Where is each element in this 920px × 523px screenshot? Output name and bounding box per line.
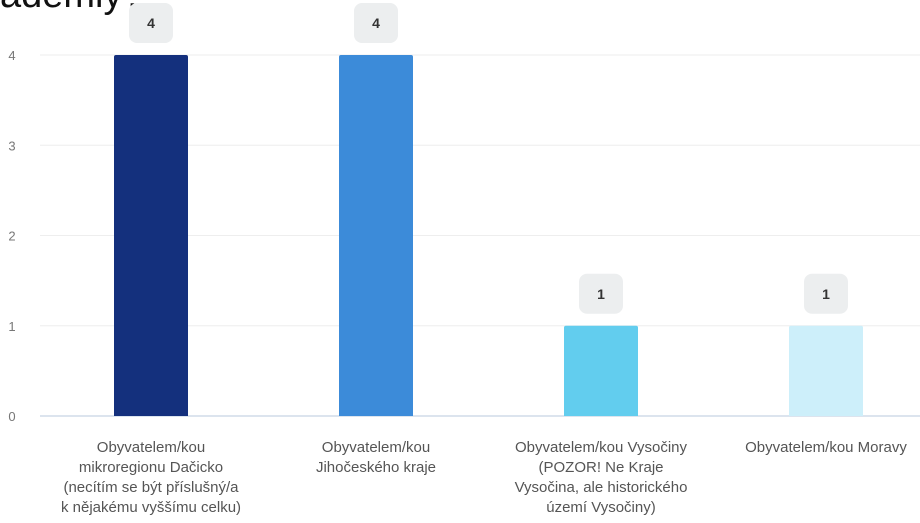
data-label: 1: [822, 286, 830, 302]
y-tick-label: 3: [8, 138, 15, 153]
y-tick-label: 1: [8, 319, 15, 334]
bar: [564, 326, 638, 416]
x-tick-label-line: k nějakému vyššímu celku): [51, 498, 251, 518]
bar: [339, 55, 413, 416]
data-label: 4: [372, 15, 380, 31]
x-tick-label-line: Vysočina, ale historického: [501, 478, 701, 498]
x-tick-label-line: Obyvatelem/kou: [276, 438, 476, 458]
data-label: 4: [147, 15, 155, 31]
x-tick-label-line: území Vysočiny): [501, 498, 701, 518]
x-tick-label: Obyvatelem/kou mikroregionu Dačicko (necít…: [51, 438, 251, 518]
y-tick-label: 4: [8, 48, 15, 63]
x-tick-label-line: (POZOR! Ne Kraje: [501, 458, 701, 478]
bar: [114, 55, 188, 416]
x-tick-label-line: Jihočeského kraje: [276, 458, 476, 478]
x-tick-label: Obyvatelem/kou Moravy: [726, 438, 920, 458]
x-tick-label-line: Obyvatelem/kou Moravy: [726, 438, 920, 458]
x-tick-label-line: (necítím se být příslušný/a: [51, 478, 251, 498]
data-label: 1: [597, 286, 605, 302]
x-tick-label: Obyvatelem/kou Vysočiny (POZOR! Ne Kraje V…: [501, 438, 701, 518]
y-tick-label: 2: [8, 229, 15, 244]
y-tick-label: 0: [8, 409, 15, 424]
x-tick-label-line: Obyvatelem/kou Vysočiny: [501, 438, 701, 458]
bar: [789, 326, 863, 416]
x-tick-label-line: mikroregionu Dačicko: [51, 458, 251, 478]
x-tick-label: Obyvatelem/kou Jihočeského kraje: [276, 438, 476, 478]
x-tick-label-line: Obyvatelem/kou: [51, 438, 251, 458]
